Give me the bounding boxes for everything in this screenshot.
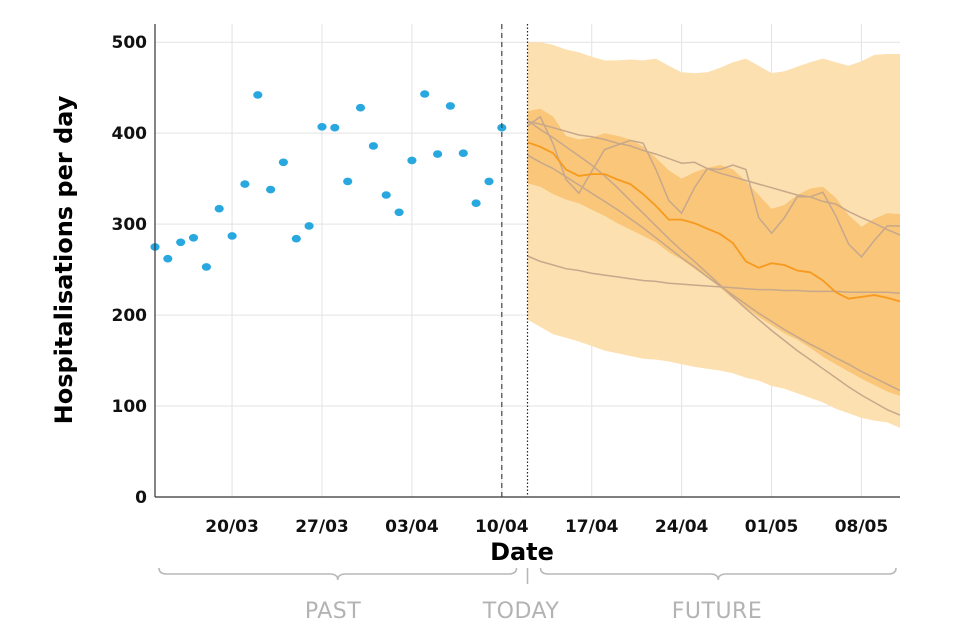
y-tick-label: 400 (112, 124, 148, 144)
observed-point (214, 204, 224, 213)
observed-point (240, 180, 250, 188)
observed-point (343, 177, 353, 186)
x-tick-label: 08/05 (835, 517, 889, 537)
observed-point (484, 177, 494, 186)
observed-point (291, 234, 301, 243)
scenario-line (527, 119, 901, 416)
y-tick-label: 0 (135, 488, 147, 508)
observed-point (227, 232, 237, 240)
x-tick-label: 01/05 (745, 517, 799, 537)
y-tick-label: 100 (112, 397, 148, 417)
observed-point (394, 208, 404, 217)
observed-point (163, 254, 173, 263)
observed-point (471, 199, 481, 207)
y-tick-label: 300 (112, 215, 148, 235)
scenario-line (527, 120, 901, 236)
observed-point (458, 149, 468, 157)
today-label: TODAY (482, 599, 560, 624)
date-markers (501, 24, 529, 497)
observed-point (278, 158, 288, 167)
period-braces (158, 567, 897, 584)
scenario-line (527, 154, 901, 392)
observed-point (433, 150, 443, 158)
y-axis-title: Hospitalisations per day (50, 95, 78, 424)
observed-point (188, 234, 199, 242)
x-tick-label: 17/04 (565, 517, 619, 537)
x-tick-label: 03/04 (385, 517, 439, 537)
observed-point (445, 102, 455, 110)
observed-point (253, 91, 263, 99)
x-axis-title: Date (490, 538, 554, 566)
y-tick-label: 200 (112, 306, 148, 326)
future-brace (539, 567, 897, 581)
x-tick-labels: 20/03 27/03 03/04 10/04 17/04 24/04 01/05 08/05 (205, 517, 888, 537)
observed-point (304, 222, 314, 230)
median-forecast (527, 141, 901, 303)
future-label: FUTURE (672, 599, 762, 624)
x-tick-label: 10/04 (475, 517, 529, 537)
y-tick-labels: 0 100 200 300 400 500 (112, 33, 148, 508)
observed-point (330, 123, 340, 132)
observed-point (420, 90, 430, 98)
x-tick-label: 24/04 (655, 517, 709, 537)
past-label: PAST (305, 599, 361, 624)
x-tick-label: 20/03 (205, 517, 259, 537)
observed-point (176, 238, 186, 247)
observed-point (266, 185, 276, 194)
observed-points (150, 90, 507, 271)
observed-point (407, 156, 417, 165)
observed-point (355, 103, 366, 112)
observed-point (368, 142, 378, 150)
observed-point (317, 123, 327, 131)
y-tick-label: 500 (112, 33, 148, 53)
observed-point (381, 191, 391, 199)
x-tick-label: 27/03 (295, 517, 349, 537)
past-brace (158, 567, 518, 581)
scenario-line (527, 255, 901, 294)
median-line (527, 141, 901, 303)
observed-point (201, 263, 211, 271)
